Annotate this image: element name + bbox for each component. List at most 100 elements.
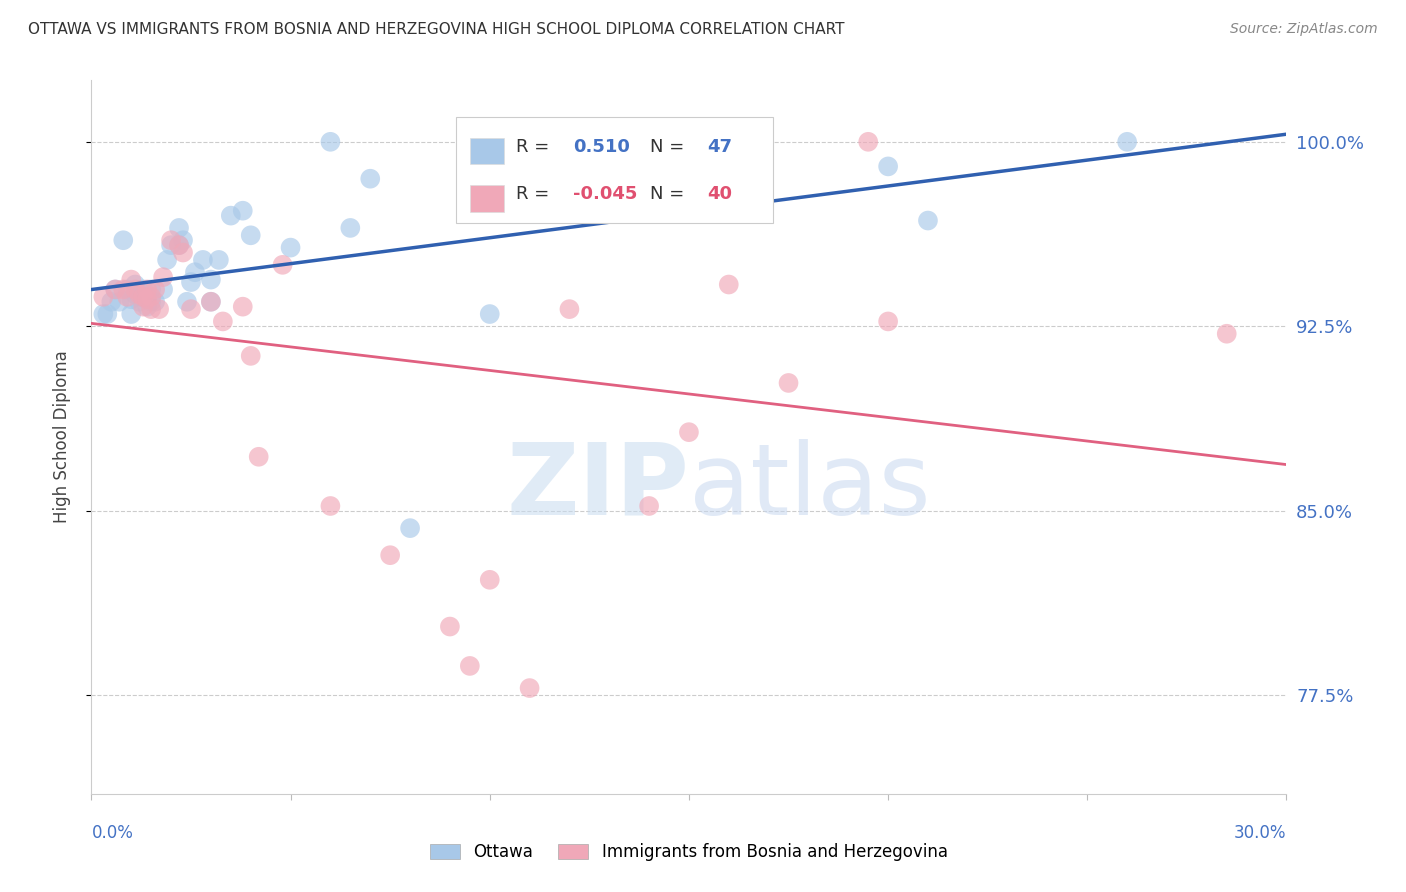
Point bbox=[232, 203, 254, 218]
Point bbox=[778, 376, 800, 390]
FancyBboxPatch shape bbox=[470, 137, 503, 164]
Point bbox=[211, 314, 233, 328]
Point bbox=[93, 290, 115, 304]
Text: 0.510: 0.510 bbox=[574, 137, 630, 155]
Point bbox=[132, 290, 155, 304]
Point bbox=[439, 619, 461, 633]
Point bbox=[141, 294, 162, 309]
Point bbox=[478, 573, 501, 587]
Point bbox=[172, 245, 194, 260]
Point bbox=[478, 307, 501, 321]
Point bbox=[160, 238, 183, 252]
Point bbox=[176, 294, 198, 309]
Point bbox=[136, 290, 159, 304]
Point bbox=[136, 300, 159, 314]
Point bbox=[877, 160, 900, 174]
Point bbox=[458, 659, 481, 673]
Point bbox=[115, 282, 138, 296]
Point bbox=[280, 241, 302, 255]
Point bbox=[856, 135, 880, 149]
Point bbox=[319, 499, 342, 513]
Point bbox=[359, 171, 381, 186]
Point bbox=[148, 302, 170, 317]
Point bbox=[339, 221, 361, 235]
Point bbox=[172, 233, 194, 247]
Text: OTTAWA VS IMMIGRANTS FROM BOSNIA AND HERZEGOVINA HIGH SCHOOL DIPLOMA CORRELATION: OTTAWA VS IMMIGRANTS FROM BOSNIA AND HER… bbox=[28, 22, 845, 37]
Text: 40: 40 bbox=[707, 186, 733, 203]
Point bbox=[678, 203, 700, 218]
Point bbox=[141, 282, 162, 296]
Point bbox=[200, 294, 222, 309]
Point bbox=[120, 272, 142, 286]
Point bbox=[136, 293, 159, 307]
Point bbox=[104, 282, 127, 296]
Text: -0.045: -0.045 bbox=[574, 186, 637, 203]
Text: atlas: atlas bbox=[689, 439, 931, 535]
Point bbox=[104, 282, 127, 296]
Point bbox=[160, 233, 183, 247]
Point bbox=[519, 681, 541, 695]
Point bbox=[638, 499, 661, 513]
Text: ZIP: ZIP bbox=[506, 439, 689, 535]
Text: R =: R = bbox=[516, 137, 554, 155]
Point bbox=[96, 307, 118, 321]
Point bbox=[1215, 326, 1237, 341]
Point bbox=[141, 302, 162, 317]
Point bbox=[167, 238, 190, 252]
Point bbox=[239, 349, 262, 363]
Point bbox=[232, 300, 254, 314]
Point bbox=[167, 221, 190, 235]
Point bbox=[93, 307, 115, 321]
Point bbox=[143, 282, 166, 296]
Point bbox=[1116, 135, 1139, 149]
Point bbox=[399, 521, 422, 535]
Text: N =: N = bbox=[650, 186, 689, 203]
Point bbox=[128, 287, 150, 301]
Point bbox=[917, 213, 939, 227]
Text: N =: N = bbox=[650, 137, 689, 155]
Point bbox=[184, 265, 207, 279]
Point bbox=[247, 450, 270, 464]
Point bbox=[141, 290, 162, 304]
Point bbox=[112, 233, 135, 247]
Point bbox=[877, 314, 900, 328]
Text: 30.0%: 30.0% bbox=[1234, 824, 1286, 842]
Point bbox=[191, 252, 214, 267]
Point bbox=[124, 287, 146, 301]
Point bbox=[558, 302, 581, 317]
Point bbox=[200, 272, 222, 286]
Point bbox=[143, 294, 166, 309]
Text: 47: 47 bbox=[707, 137, 733, 155]
Point bbox=[378, 548, 402, 562]
Point bbox=[128, 290, 150, 304]
Y-axis label: High School Diploma: High School Diploma bbox=[52, 351, 70, 524]
Point bbox=[239, 228, 262, 243]
Point bbox=[219, 209, 242, 223]
FancyBboxPatch shape bbox=[456, 118, 773, 223]
Point bbox=[120, 293, 142, 307]
Point bbox=[678, 425, 700, 439]
Point bbox=[717, 277, 740, 292]
Point bbox=[132, 300, 155, 314]
Point bbox=[152, 282, 174, 296]
Point bbox=[108, 294, 131, 309]
Text: Source: ZipAtlas.com: Source: ZipAtlas.com bbox=[1230, 22, 1378, 37]
Point bbox=[558, 135, 581, 149]
Point bbox=[100, 294, 122, 309]
Point bbox=[128, 294, 150, 309]
Point bbox=[132, 282, 155, 296]
Point bbox=[112, 282, 135, 296]
Point bbox=[115, 290, 138, 304]
Point bbox=[124, 277, 146, 292]
FancyBboxPatch shape bbox=[470, 186, 503, 212]
Point bbox=[208, 252, 231, 267]
Point bbox=[120, 307, 142, 321]
Text: R =: R = bbox=[516, 186, 554, 203]
Point bbox=[180, 302, 202, 317]
Text: 0.0%: 0.0% bbox=[91, 824, 134, 842]
Point bbox=[271, 258, 294, 272]
Point bbox=[180, 275, 202, 289]
Point bbox=[136, 282, 159, 296]
Point bbox=[156, 252, 179, 267]
Point bbox=[124, 282, 146, 296]
